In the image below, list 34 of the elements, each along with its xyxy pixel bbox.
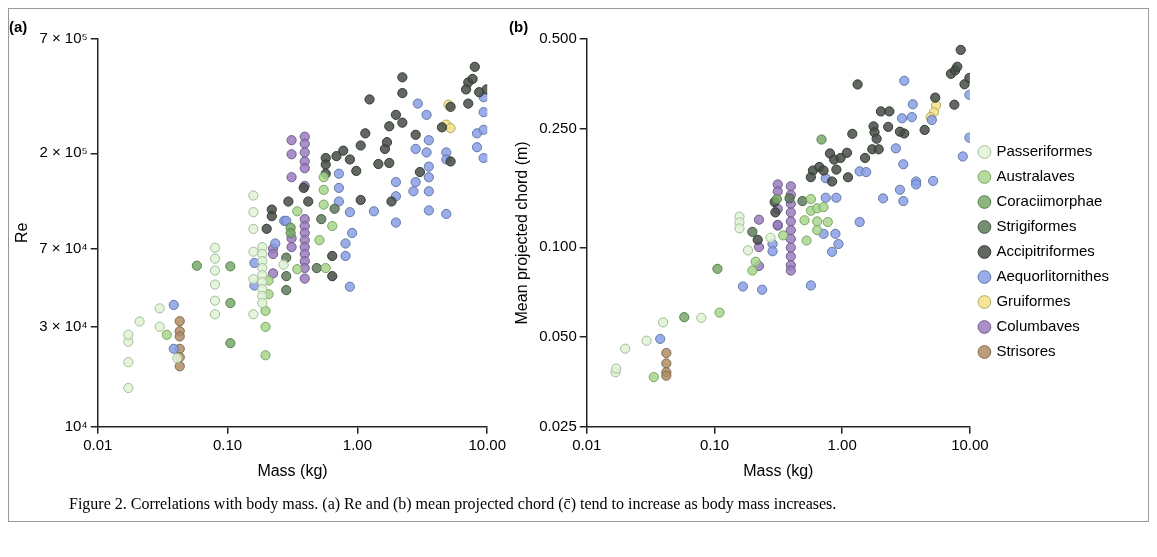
y-tick-label: 7 × 10⁵ — [39, 29, 88, 47]
legend-label: Strigiformes — [996, 217, 1077, 235]
x-tick-label: 0.10 — [699, 435, 730, 453]
y-tick-label: 0.100 — [539, 237, 577, 255]
y-axis-title: Mean projected chord (m) — [513, 141, 531, 325]
x-axis-title: Mass (kg) — [257, 461, 328, 479]
legend-label: Gruiformes — [996, 292, 1071, 310]
legend-label: Columbaves — [996, 317, 1080, 335]
y-tick-label: 3 × 10⁴ — [39, 316, 88, 334]
y-tick-label: 7 × 10⁴ — [39, 239, 88, 257]
legend-label: Coraciimorphae — [996, 192, 1103, 210]
legend-label: Passeriformes — [996, 142, 1093, 160]
legend-label: Accipitriformes — [996, 242, 1095, 260]
x-tick-label: 10.00 — [468, 435, 507, 453]
x-tick-label: 10.00 — [951, 435, 989, 453]
chart-title: (b) — [509, 18, 529, 36]
y-tick-label: 0.250 — [539, 118, 577, 136]
x-tick-label: 1.00 — [827, 435, 857, 453]
x-tick-label: 0.01 — [83, 435, 113, 453]
x-tick-label: 1.00 — [342, 435, 373, 453]
x-axis-title: Mass (kg) — [743, 461, 814, 479]
y-tick-label: 10⁴ — [64, 416, 88, 434]
y-tick-label: 0.500 — [539, 29, 577, 47]
legend-label: Australaves — [996, 167, 1075, 185]
caption: Figure 2. Correlations with body mass. (a) Re and (b) mean projected chord (c̄) tend to increase as body mass increases. — [68, 494, 838, 515]
y-tick-label: 0.025 — [539, 416, 577, 434]
y-tick-label: 2 × 10⁵ — [39, 143, 88, 161]
x-tick-label: 0.01 — [572, 435, 602, 453]
x-tick-label: 0.10 — [212, 435, 243, 453]
y-tick-label: 0.050 — [539, 327, 577, 345]
legend-label: Strisores — [996, 342, 1056, 360]
chart-title: (a) — [9, 18, 28, 36]
y-axis-title: Re — [13, 222, 31, 244]
legend-label: Aequorlitornithes — [996, 267, 1110, 285]
